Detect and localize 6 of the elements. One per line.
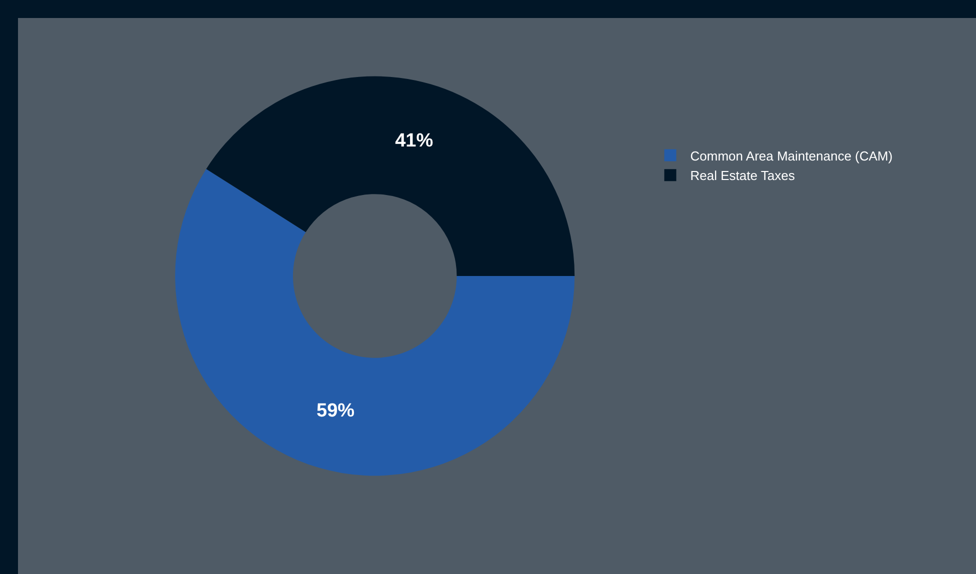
donut-slice [206, 76, 575, 276]
legend-label: Common Area Maintenance (CAM) [690, 148, 893, 164]
donut-slice [175, 168, 575, 476]
data-label: 41% [395, 130, 434, 152]
legend-label: Real Estate Taxes [690, 168, 796, 184]
data-label: 59% [316, 400, 355, 422]
